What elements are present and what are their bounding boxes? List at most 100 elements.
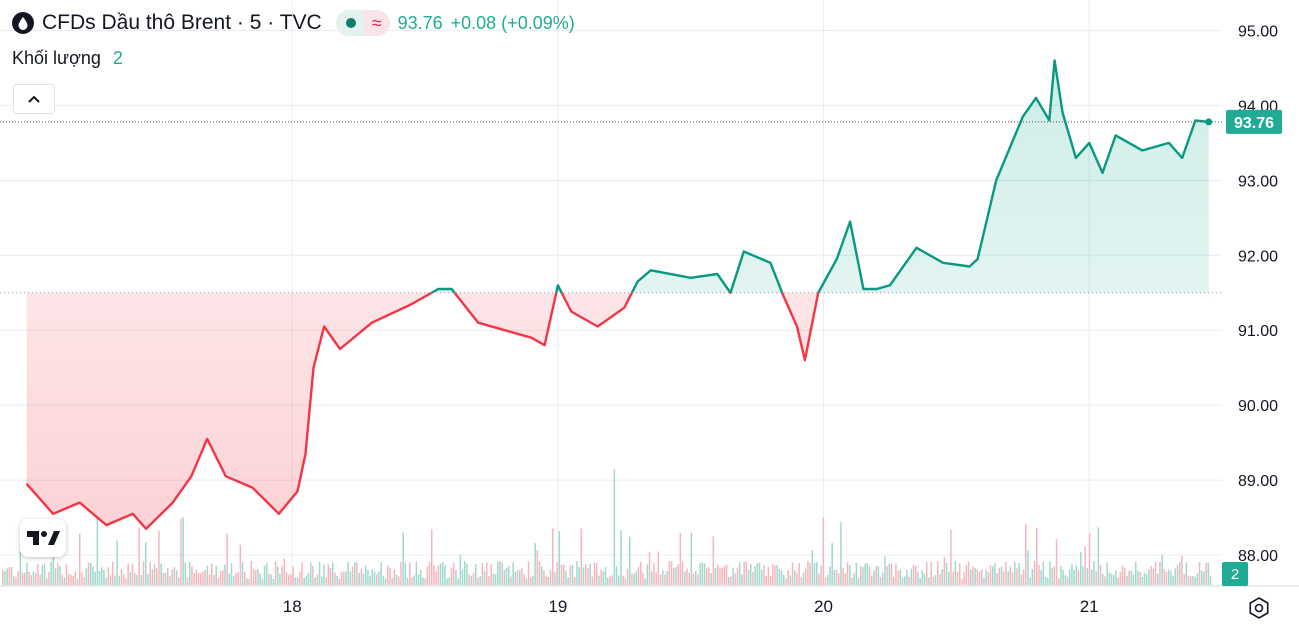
volume-bar: [246, 578, 248, 585]
volume-bar: [580, 528, 583, 585]
volume-bar: [1130, 570, 1133, 585]
volume-bar: [624, 578, 627, 585]
volume-bar: [813, 563, 816, 585]
volume-bar: [1062, 569, 1064, 585]
volume-bar: [721, 568, 723, 585]
volume-bar: [571, 564, 574, 585]
y-tick-label: 88.00: [1238, 548, 1278, 565]
volume-bar: [250, 561, 253, 585]
symbol-title[interactable]: CFDs Dầu thô Brent · 5 · TVC: [42, 11, 322, 34]
volume-bar: [1139, 572, 1141, 585]
volume-bar: [378, 571, 380, 585]
volume-bar: [895, 563, 897, 585]
settings-icon[interactable]: [1247, 596, 1271, 620]
market-status-pill[interactable]: ≈: [335, 10, 390, 36]
volume-bar: [263, 565, 266, 585]
volume-bar: [789, 575, 792, 585]
volume-bar: [483, 571, 486, 585]
price-change: +0.08 (+0.09%): [450, 12, 575, 33]
volume-bar: [752, 571, 754, 585]
volume-bar: [884, 556, 886, 585]
volume-bar: [849, 564, 851, 585]
volume-bar: [688, 572, 690, 585]
volume-bar: [1117, 577, 1119, 585]
volume-bar: [83, 577, 85, 585]
volume-bar: [967, 561, 970, 585]
volume-bar: [428, 561, 431, 585]
volume-bar: [622, 575, 624, 585]
volume-bar: [730, 576, 732, 585]
volume-bar: [259, 573, 261, 585]
volume-bar: [1106, 562, 1108, 585]
volume-bar: [545, 575, 547, 585]
volume-bar: [200, 573, 202, 585]
volume-bar: [171, 569, 173, 585]
volume-bar: [417, 574, 420, 585]
volume-bar: [307, 572, 310, 585]
volume-bar: [107, 567, 110, 585]
volume-bar: [906, 570, 908, 585]
volume-bar: [134, 572, 136, 585]
last-price: 93.76: [397, 12, 443, 33]
volume-bar: [158, 530, 160, 585]
volume-bar: [862, 567, 864, 585]
volume-bar: [547, 577, 550, 585]
volume-bar: [266, 562, 268, 585]
volume-bar: [712, 536, 715, 585]
volume-bar: [142, 561, 145, 585]
volume-bar: [761, 569, 763, 585]
volume-bar: [98, 571, 101, 585]
volume-bar: [340, 571, 343, 585]
volume-bar: [1080, 552, 1082, 585]
volume-bar: [175, 570, 178, 585]
volume-bar: [336, 575, 338, 585]
collapse-legend-button[interactable]: [13, 84, 55, 114]
volume-bar: [444, 565, 446, 585]
volume-bar: [332, 562, 334, 585]
volume-bar: [710, 573, 712, 585]
volume-bar: [446, 578, 448, 585]
volume-bar: [470, 575, 473, 585]
volume-bar: [1165, 571, 1168, 585]
volume-bar: [103, 569, 105, 585]
volume-bar: [338, 578, 341, 585]
volume-bar: [961, 578, 963, 585]
volume-bar: [39, 574, 41, 585]
volume-bar: [1060, 565, 1062, 585]
volume-bar: [312, 565, 314, 585]
volume-bar: [835, 569, 838, 585]
volume-bar: [217, 577, 220, 585]
volume-bar: [21, 573, 24, 585]
y-tick-label: 92.00: [1238, 248, 1278, 265]
volume-bar: [706, 568, 708, 585]
volume-bar: [563, 564, 565, 585]
volume-bar: [514, 571, 517, 585]
volume-bar: [657, 551, 660, 585]
volume-bar: [499, 561, 501, 585]
y-tick-label: 90.00: [1238, 398, 1278, 415]
volume-bar: [224, 564, 226, 585]
volume-bar: [173, 567, 176, 585]
volume-bar: [554, 572, 556, 585]
volume-bar: [92, 566, 94, 585]
volume-bar: [769, 575, 772, 585]
volume-bar: [923, 573, 926, 585]
volume-bar: [285, 572, 288, 585]
volume-bar: [140, 575, 143, 585]
volume-bar: [598, 575, 600, 585]
volume-bar: [717, 564, 719, 585]
volume-bar: [851, 577, 853, 585]
volume-bar: [1095, 571, 1097, 585]
volume-bar: [191, 566, 193, 585]
volume-bar: [362, 573, 365, 585]
volume-bar: [1181, 555, 1183, 585]
volume-bar: [1091, 569, 1093, 585]
volume-bar: [162, 572, 165, 585]
tradingview-logo[interactable]: [20, 519, 66, 557]
volume-bar: [272, 578, 275, 585]
volume-bar: [686, 568, 688, 585]
volume-bar: [1036, 527, 1038, 585]
volume-bar: [1203, 571, 1205, 585]
volume-bar: [1205, 562, 1207, 585]
